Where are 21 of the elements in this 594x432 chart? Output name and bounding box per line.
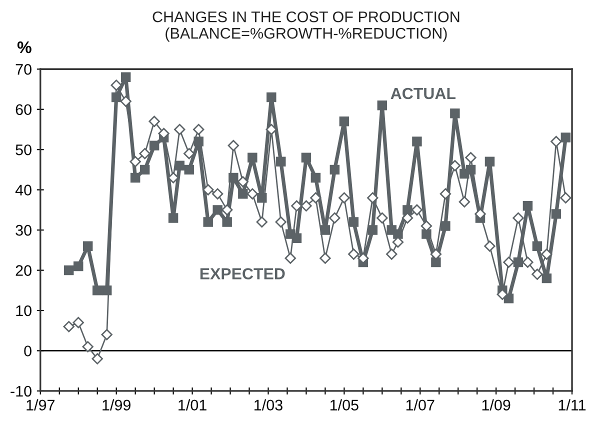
y-tick-label: -10 [10, 386, 32, 397]
series-label: EXPECTED [200, 268, 285, 280]
y-tick-label: 20 [16, 265, 32, 276]
x-tick-label: 1/97 [26, 399, 54, 411]
y-axis-title: % [17, 41, 32, 54]
y-tick-label: 40 [15, 184, 32, 196]
chart-title: CHANGES IN THE COST OF PRODUCTION (BALANCE=%GROWTH-%REDUCTION) [152, 11, 460, 42]
y-tick-label: 70 [16, 64, 32, 75]
y-tick-label: 0 [24, 346, 32, 356]
series-label: ACTUAL [390, 88, 456, 100]
y-tick-label: 50 [16, 144, 32, 156]
y-tick-label: 10 [16, 305, 32, 316]
x-tick-label: 1/07 [406, 399, 434, 411]
x-tick-label: 1/05 [330, 399, 358, 411]
x-tick-label: 1/99 [102, 399, 130, 411]
x-tick-label: 1/09 [482, 399, 510, 411]
x-tick-label: 1/01 [178, 399, 206, 411]
y-tick-label: 60 [16, 104, 32, 116]
y-tick-label: 30 [16, 224, 32, 236]
x-tick-label: 1/11 [558, 399, 586, 411]
x-tick-label: 1/03 [254, 399, 282, 411]
